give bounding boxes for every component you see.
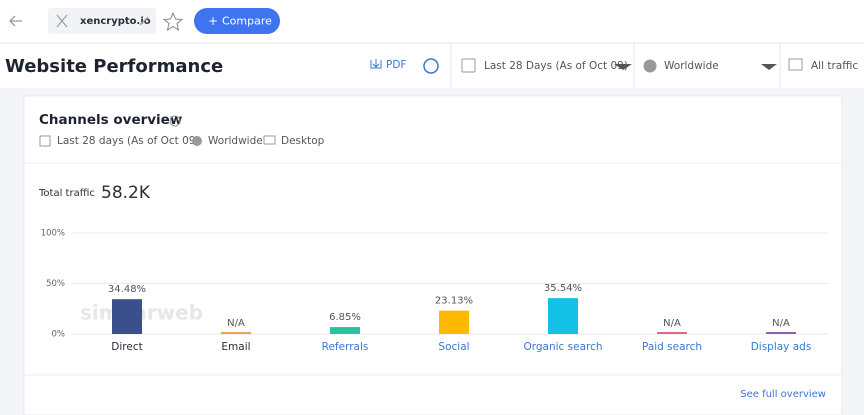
full-overview-link[interactable]: See full overview [740, 389, 826, 400]
y-tick-label: 100% [41, 229, 65, 239]
total-value: 58.2K [101, 183, 151, 203]
globe-icon [643, 59, 657, 73]
card-device: Desktop [281, 135, 325, 147]
site-tab[interactable] [48, 8, 156, 34]
compare-button[interactable] [194, 8, 280, 34]
dropdown-icon[interactable] [761, 64, 777, 70]
back-button[interactable] [9, 15, 22, 27]
info-icon[interactable] [169, 115, 181, 127]
help-icon[interactable] [423, 58, 439, 74]
x-tick-label[interactable]: Organic search [523, 341, 602, 353]
bar [548, 298, 578, 334]
x-tick-label[interactable]: Display ads [751, 341, 812, 353]
edit-icon[interactable] [139, 16, 149, 26]
card [23, 95, 843, 415]
x-tick-label: Direct [111, 341, 142, 353]
value-label: N/A [227, 318, 245, 329]
na-bar [221, 332, 251, 334]
value-label: 6.85% [329, 312, 361, 323]
na-bar [766, 332, 796, 334]
date-filter[interactable]: Last 28 Days (As of Oct 09) [484, 60, 628, 72]
card-region: Worldwide [208, 135, 263, 147]
bar [330, 327, 360, 334]
bar [112, 299, 142, 334]
x-tick-label: Email [221, 341, 250, 353]
device-icon [788, 58, 803, 71]
device-icon [263, 135, 276, 145]
bar [439, 310, 469, 334]
value-label: 23.13% [435, 296, 473, 307]
value-label: 34.48% [108, 284, 146, 295]
compare-label: Compare [222, 15, 272, 28]
pdf-icon[interactable] [370, 59, 382, 69]
x-tick-label[interactable]: Paid search [642, 341, 702, 353]
total-label: Total traffic [38, 188, 95, 199]
value-label: N/A [772, 318, 790, 329]
tab-label: xencrypto.io [80, 16, 151, 27]
globe-icon [192, 136, 202, 146]
value-label: N/A [663, 318, 681, 329]
star-icon[interactable] [162, 11, 184, 32]
page-title: Website Performance [5, 56, 223, 77]
y-tick-label: 50% [46, 279, 65, 289]
y-tick-label: 0% [52, 330, 66, 340]
region-filter[interactable]: Worldwide [664, 60, 719, 72]
dropdown-icon[interactable] [614, 64, 632, 70]
x-tick-label[interactable]: Social [438, 341, 469, 353]
card-title: Channels overview [39, 112, 182, 128]
pdf-link[interactable]: PDF [386, 59, 406, 71]
card-date: Last 28 days (As of Oct 09) [57, 135, 200, 147]
na-bar [657, 332, 687, 334]
x-tick-label[interactable]: Referrals [322, 341, 369, 353]
calendar-icon [461, 58, 476, 73]
value-label: 35.54% [544, 283, 582, 294]
plus-icon: + [208, 14, 218, 28]
traffic-filter[interactable]: All traffic [811, 60, 858, 72]
close-icon[interactable] [56, 14, 68, 28]
calendar-icon [39, 135, 51, 147]
